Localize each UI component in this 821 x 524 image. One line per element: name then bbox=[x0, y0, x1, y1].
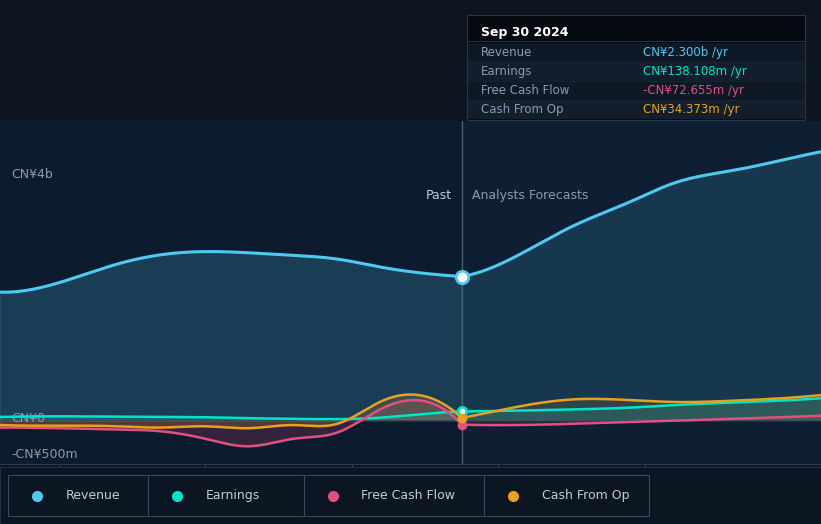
Text: CN¥4b: CN¥4b bbox=[11, 168, 53, 181]
Text: CN¥0: CN¥0 bbox=[11, 412, 46, 424]
Text: Free Cash Flow: Free Cash Flow bbox=[480, 84, 569, 97]
FancyBboxPatch shape bbox=[8, 475, 148, 516]
Bar bbox=[0, 121, 462, 464]
Text: -CN¥72.655m /yr: -CN¥72.655m /yr bbox=[643, 84, 744, 97]
Text: Free Cash Flow: Free Cash Flow bbox=[361, 489, 455, 502]
FancyBboxPatch shape bbox=[148, 475, 304, 516]
Bar bbox=[462, 121, 821, 464]
Text: CN¥138.108m /yr: CN¥138.108m /yr bbox=[643, 66, 747, 78]
Text: Revenue: Revenue bbox=[66, 489, 121, 502]
Text: Analysts Forecasts: Analysts Forecasts bbox=[472, 189, 589, 202]
FancyBboxPatch shape bbox=[467, 62, 805, 81]
FancyBboxPatch shape bbox=[467, 81, 805, 100]
FancyBboxPatch shape bbox=[304, 475, 484, 516]
FancyBboxPatch shape bbox=[484, 475, 649, 516]
Text: Revenue: Revenue bbox=[480, 47, 532, 59]
Text: -CN¥500m: -CN¥500m bbox=[11, 448, 78, 461]
Text: CN¥2.300b /yr: CN¥2.300b /yr bbox=[643, 47, 728, 59]
FancyBboxPatch shape bbox=[467, 100, 805, 119]
Text: Cash From Op: Cash From Op bbox=[480, 103, 563, 116]
Text: Cash From Op: Cash From Op bbox=[542, 489, 630, 502]
Text: Earnings: Earnings bbox=[480, 66, 532, 78]
Text: Past: Past bbox=[425, 189, 452, 202]
Text: Sep 30 2024: Sep 30 2024 bbox=[480, 26, 568, 39]
Text: Earnings: Earnings bbox=[205, 489, 259, 502]
FancyBboxPatch shape bbox=[467, 43, 805, 62]
Text: CN¥34.373m /yr: CN¥34.373m /yr bbox=[643, 103, 740, 116]
